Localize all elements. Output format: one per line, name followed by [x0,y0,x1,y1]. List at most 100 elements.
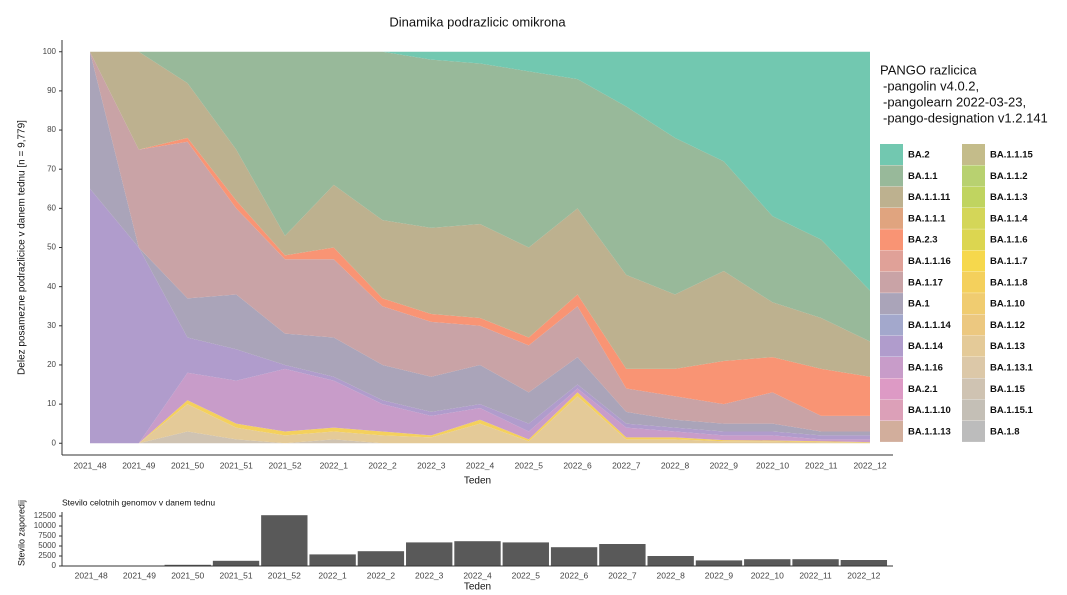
x-tick-label: 2022_4 [466,460,495,470]
x-tick-label: 2021_48 [73,460,106,470]
x-tick-label: 2022_9 [710,460,739,470]
y-tick-label: 2500 [38,551,56,560]
legend-label: BA.1.1.7 [990,256,1028,267]
legend-label: BA.1.14 [908,341,944,352]
legend-label: BA.1.1.13 [908,426,951,437]
x-axis-label: Teden [464,582,491,593]
area [90,51,870,291]
x-tick-label: 2022_9 [705,570,734,580]
legend-swatch [880,378,903,400]
bar [212,560,260,566]
legend-swatch [962,293,985,315]
x-tick-label: 2022_6 [563,460,592,470]
x-tick-label: 2022_2 [368,460,397,470]
legend-label: BA.1.1.8 [990,277,1028,288]
legend-label: BA.2.3 [908,235,938,246]
legend-label: BA.1.1.2 [990,171,1028,182]
bar [454,541,501,566]
bar [406,542,453,566]
bar [599,544,646,566]
legend-label: BA.1.8 [990,426,1020,437]
legend-swatch [962,250,985,272]
legend-label: BA.1.12 [990,320,1025,331]
bar [550,547,598,566]
legend-label: BA.1.1.11 [908,192,951,203]
x-tick-label: 2021_50 [171,460,204,470]
x-axis-label: Teden [464,476,491,487]
legend-label: BA.1.1.16 [908,256,951,267]
x-tick-label: 2022_12 [853,460,886,470]
bar [309,554,356,566]
chart-subtitle: Stevilo celotnih genomov v danem tednu [62,497,215,507]
legend-label: BA.1.13 [990,341,1025,352]
bar [744,559,791,566]
legend-swatch [962,271,985,293]
legend-swatch [880,144,903,165]
legend-swatch [880,207,903,229]
x-tick-label: 2021_51 [220,460,253,470]
legend-swatch [880,271,903,293]
legend-label: BA.1.15 [990,384,1026,395]
legend-swatch [880,335,903,357]
y-tick-label: 90 [47,86,56,95]
y-axis-label: Stevilo zaporedij [16,500,26,566]
x-tick-label: 2022_1 [318,570,347,580]
y-axis-label: Delez posamezne podrazlicice v danem ted… [17,120,28,375]
y-tick-label: 20 [47,360,56,369]
legend-swatch [962,207,985,229]
area [90,51,870,342]
legend-title: PANGO razlicica [880,62,977,77]
y-tick-label: 60 [47,203,56,212]
legend-swatch [962,335,985,357]
x-tick-label: 2022_8 [656,570,685,580]
y-tick-label: 10000 [34,521,57,530]
area [90,51,870,436]
legend-swatch [962,357,985,378]
x-tick-label: 2022_11 [799,570,832,580]
legend-label: BA.1.1.4 [990,213,1028,224]
legend-swatch [962,314,985,336]
legend-label: BA.2 [908,150,930,161]
legend-title: -pangolearn 2022-03-23, [883,94,1026,109]
legend-label: BA.1.1.1 [908,213,946,224]
area [90,368,870,444]
chart-title: Dinamika podrazlicic omikrona [389,14,566,29]
legend-swatch [962,229,985,251]
legend-label: BA.1.1.6 [990,235,1028,246]
x-tick-label: 2022_1 [320,460,349,470]
legend-swatch [880,357,903,378]
bar [792,559,839,566]
bar [840,560,888,566]
x-tick-label: 2021_51 [219,570,252,580]
legend-swatch [880,420,903,442]
legend-label: BA.1 [908,299,930,310]
legend-title: -pango-designation v1.2.141 [883,110,1048,125]
x-tick-label: 2022_8 [661,460,690,470]
x-tick-label: 2022_5 [512,570,541,580]
y-tick-label: 5000 [38,541,56,550]
area [90,431,870,444]
y-tick-label: 100 [43,47,57,56]
legend-label: BA.1.13.1 [990,363,1033,374]
area [90,396,870,444]
x-tick-label: 2022_3 [415,570,444,580]
legend-label: BA.2.1 [908,384,938,395]
x-tick-label: 2022_10 [751,570,784,580]
x-tick-label: 2022_7 [612,460,641,470]
x-tick-label: 2021_52 [268,460,301,470]
legend-swatch [962,399,985,421]
legend-swatch [962,420,985,442]
y-tick-label: 0 [52,438,57,447]
legend-label: BA.1.1 [908,171,938,182]
bar [695,560,743,566]
area [90,51,870,432]
legend-swatch [880,165,903,187]
legend-swatch [962,165,985,187]
legend-swatch [962,378,985,400]
x-tick-label: 2021_52 [268,570,301,580]
legend-swatch [880,293,903,315]
legend-label: BA.1.15.1 [990,405,1033,416]
y-tick-label: 7500 [38,531,56,540]
bar [261,515,308,566]
